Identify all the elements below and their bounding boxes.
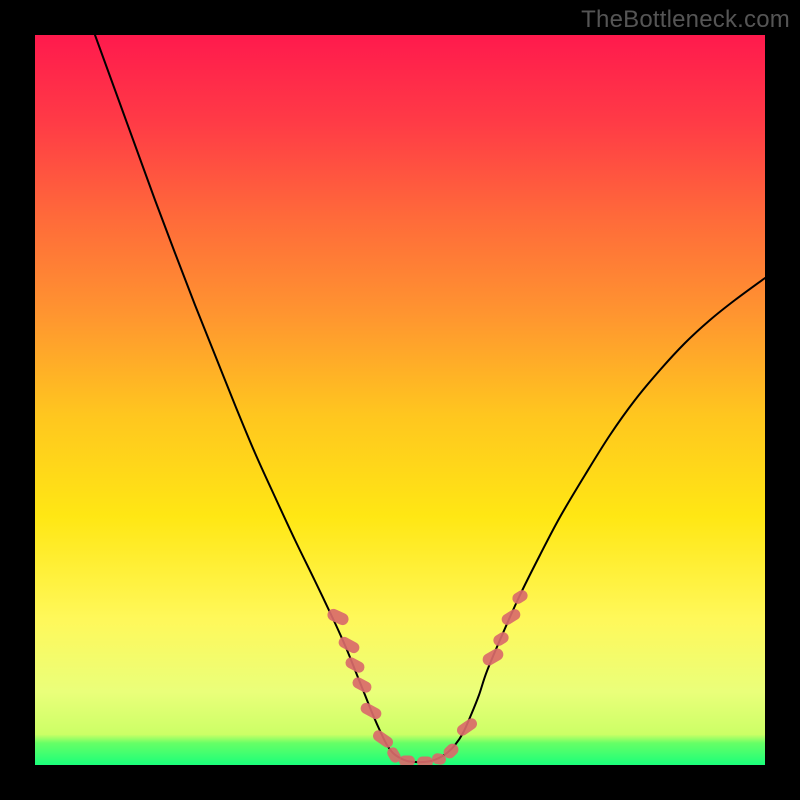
plot-area xyxy=(35,35,765,765)
chart-frame: TheBottleneck.com xyxy=(0,0,800,800)
curve-marker xyxy=(500,607,523,627)
curve-marker xyxy=(337,635,362,655)
curve-marker xyxy=(399,756,415,766)
curve-marker xyxy=(455,716,479,738)
curve-marker xyxy=(371,728,395,750)
curve-marker xyxy=(417,757,433,766)
curve-marker xyxy=(480,646,505,667)
curve-marker xyxy=(351,675,374,694)
bottleneck-curve xyxy=(35,35,765,765)
curve-marker xyxy=(510,588,529,606)
curve-marker xyxy=(491,630,510,648)
watermark-text: TheBottleneck.com xyxy=(581,6,790,34)
curve-marker xyxy=(359,701,384,721)
